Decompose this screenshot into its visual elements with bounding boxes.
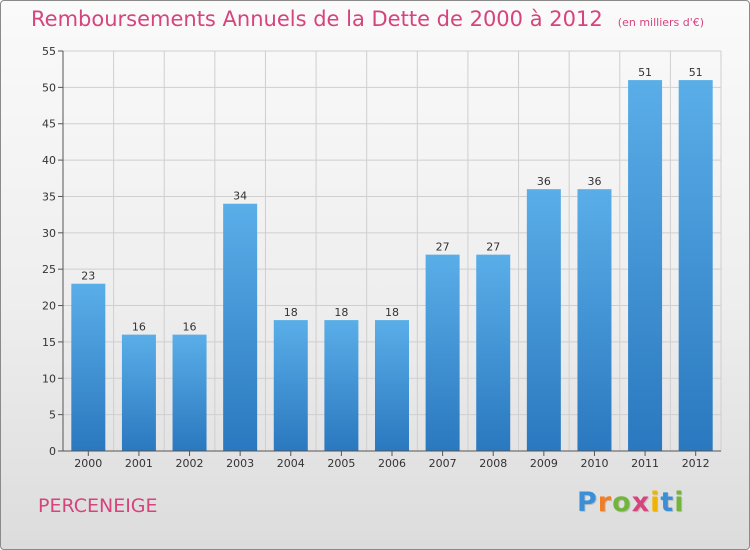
y-tick-label: 15 <box>42 336 56 349</box>
bar <box>71 283 106 451</box>
y-tick-label: 25 <box>42 263 56 276</box>
x-tick-label: 2003 <box>226 457 254 470</box>
data-label: 34 <box>233 190 247 203</box>
x-tick-label: 2011 <box>631 457 659 470</box>
y-tick-label: 55 <box>42 45 56 58</box>
chart-title: Remboursements Annuels de la Dette de 20… <box>31 7 704 31</box>
logo-letter: x <box>631 487 651 518</box>
logo-letter: t <box>660 487 675 518</box>
x-tick-label: 2004 <box>277 457 305 470</box>
x-tick-label: 2007 <box>429 457 457 470</box>
data-label: 27 <box>436 241 450 254</box>
logo-letter: i <box>674 487 685 518</box>
x-tick-label: 2000 <box>74 457 102 470</box>
x-tick-label: 2012 <box>682 457 710 470</box>
data-label: 18 <box>284 306 298 319</box>
commune-name: PERCENEIGE <box>38 495 158 517</box>
data-label: 18 <box>334 306 348 319</box>
y-tick-label: 45 <box>42 118 56 131</box>
proxiti-logo[interactable]: Proxiti <box>577 487 685 518</box>
data-label: 36 <box>537 175 551 188</box>
bar <box>324 320 359 451</box>
data-label: 18 <box>385 306 399 319</box>
bar <box>628 80 663 451</box>
y-tick-label: 5 <box>49 409 56 422</box>
data-label: 36 <box>587 175 601 188</box>
y-tick-label: 35 <box>42 190 56 203</box>
chart-unit-note: (en milliers d'€) <box>617 16 705 29</box>
bar <box>223 203 258 451</box>
data-label: 16 <box>132 321 146 334</box>
y-tick-label: 20 <box>42 300 56 313</box>
data-label: 23 <box>81 270 95 283</box>
logo-letter: P <box>577 487 598 518</box>
bar <box>425 254 460 451</box>
axes: 0 5 10 15 20 25 30 35 40 45 50 55 2000 2001 2002 2003 20… <box>42 45 721 470</box>
bar <box>375 320 409 451</box>
chart-title-main: Remboursements Annuels de la Dette de 20… <box>31 7 603 31</box>
x-tick-label: 2006 <box>378 457 406 470</box>
bar <box>577 189 612 451</box>
bar <box>476 254 511 451</box>
bar <box>526 189 561 451</box>
x-tick-label: 2005 <box>327 457 355 470</box>
bar <box>273 320 308 451</box>
data-label: 16 <box>183 321 197 334</box>
y-tick-label: 40 <box>42 154 56 167</box>
x-tick-label: 2001 <box>125 457 153 470</box>
data-label: 27 <box>486 241 500 254</box>
y-tick-label: 30 <box>42 227 56 240</box>
x-tick-label: 2009 <box>530 457 558 470</box>
y-tick-label: 50 <box>42 81 56 94</box>
logo-letter: r <box>597 487 613 518</box>
y-tick-label: 10 <box>42 372 56 385</box>
y-tick-label: 0 <box>49 445 56 458</box>
bar <box>678 80 713 451</box>
bars: 23 16 16 34 18 18 18 27 27 36 36 51 51 <box>71 66 713 451</box>
bar <box>121 334 156 451</box>
data-label: 51 <box>638 66 652 79</box>
data-label: 51 <box>689 66 703 79</box>
logo-letter: i <box>650 487 661 518</box>
logo-letter: o <box>612 487 632 518</box>
bar <box>172 334 207 451</box>
x-tick-label: 2010 <box>580 457 608 470</box>
x-tick-label: 2008 <box>479 457 507 470</box>
x-tick-label: 2002 <box>176 457 204 470</box>
